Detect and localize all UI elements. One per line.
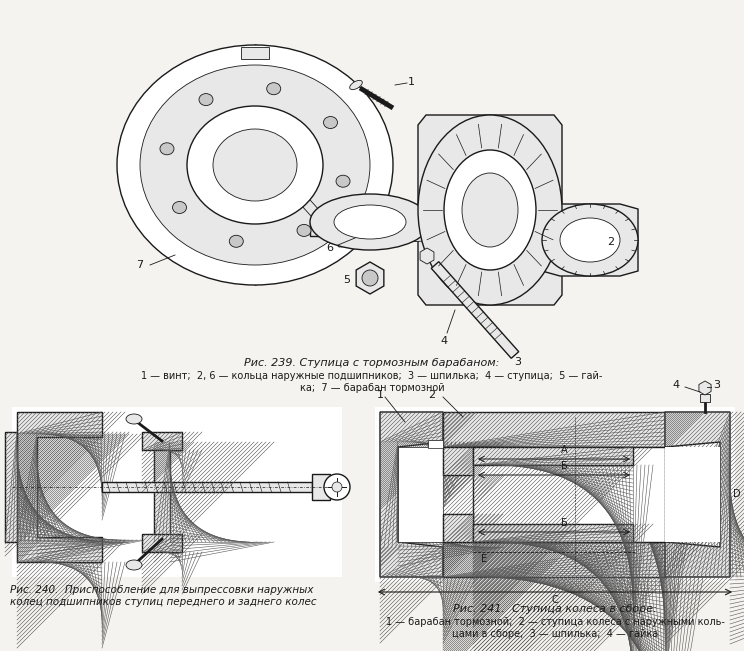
Ellipse shape xyxy=(350,80,362,90)
Text: A: A xyxy=(561,445,568,455)
Bar xyxy=(154,442,170,542)
Ellipse shape xyxy=(229,235,243,247)
Text: 6: 6 xyxy=(327,243,333,253)
Bar xyxy=(473,524,633,542)
Ellipse shape xyxy=(297,225,311,236)
Circle shape xyxy=(332,482,342,492)
Bar xyxy=(700,394,710,402)
Text: Рис. 241.  Ступица колеса в сборе:: Рис. 241. Ступица колеса в сборе: xyxy=(453,604,657,614)
Text: 1 — барабан тормозной;  2 — ступица колеса с наружными коль-
цами в сборе;  3 — : 1 — барабан тормозной; 2 — ступица колес… xyxy=(385,617,725,639)
Ellipse shape xyxy=(542,204,638,276)
Bar xyxy=(312,474,330,500)
Ellipse shape xyxy=(199,94,213,105)
Text: 3: 3 xyxy=(713,380,720,390)
Circle shape xyxy=(324,474,350,500)
Polygon shape xyxy=(418,115,562,305)
Ellipse shape xyxy=(266,83,280,94)
Bar xyxy=(142,432,182,450)
Polygon shape xyxy=(292,180,444,247)
Ellipse shape xyxy=(444,150,536,270)
Polygon shape xyxy=(542,204,638,276)
Bar xyxy=(473,447,633,465)
Text: 5: 5 xyxy=(344,275,350,285)
Text: Б: Б xyxy=(561,518,568,528)
Text: 2: 2 xyxy=(607,237,614,247)
Text: 7: 7 xyxy=(136,260,144,270)
Bar xyxy=(665,447,720,542)
Ellipse shape xyxy=(336,175,350,187)
Bar xyxy=(443,412,665,447)
Text: D: D xyxy=(733,489,740,499)
Ellipse shape xyxy=(160,143,174,155)
Text: 4: 4 xyxy=(440,336,447,346)
Bar xyxy=(102,482,312,492)
Polygon shape xyxy=(380,412,443,577)
Ellipse shape xyxy=(334,205,406,239)
Bar xyxy=(142,534,182,552)
Bar xyxy=(5,432,17,542)
Bar xyxy=(428,440,443,448)
Ellipse shape xyxy=(418,115,562,305)
Ellipse shape xyxy=(324,117,338,128)
Text: Рис. 240.  Приспособление для выпрессовки наружных
колец подшипников ступиц пере: Рис. 240. Приспособление для выпрессовки… xyxy=(10,585,317,607)
Bar xyxy=(443,447,473,475)
Polygon shape xyxy=(699,381,711,395)
Bar xyxy=(443,514,473,542)
Ellipse shape xyxy=(173,201,187,214)
Ellipse shape xyxy=(213,129,297,201)
Polygon shape xyxy=(255,45,310,285)
FancyBboxPatch shape xyxy=(241,47,269,59)
Text: 1: 1 xyxy=(408,77,415,87)
Ellipse shape xyxy=(187,106,323,224)
Text: 1 — винт;  2, 6 — кольца наружные подшипников;  3 — шпилька;  4 — ступица;  5 — : 1 — винт; 2, 6 — кольца наружные подшипн… xyxy=(141,371,603,393)
Bar xyxy=(12,407,342,577)
Text: 4: 4 xyxy=(673,380,680,390)
Bar xyxy=(473,447,665,542)
Ellipse shape xyxy=(117,45,393,285)
Ellipse shape xyxy=(560,218,620,262)
Polygon shape xyxy=(420,248,434,264)
Polygon shape xyxy=(432,262,519,358)
Ellipse shape xyxy=(462,173,518,247)
Ellipse shape xyxy=(126,414,142,424)
Polygon shape xyxy=(356,262,384,294)
Text: С: С xyxy=(551,595,559,605)
Polygon shape xyxy=(665,412,730,577)
Text: 1: 1 xyxy=(377,390,384,400)
Ellipse shape xyxy=(140,65,370,265)
Bar xyxy=(375,407,735,582)
Bar xyxy=(443,542,665,577)
Ellipse shape xyxy=(126,560,142,570)
Circle shape xyxy=(362,270,378,286)
Text: 3: 3 xyxy=(514,357,521,367)
Polygon shape xyxy=(17,412,102,562)
Bar xyxy=(398,447,443,542)
Polygon shape xyxy=(310,222,430,236)
Polygon shape xyxy=(255,45,310,285)
Ellipse shape xyxy=(310,194,430,250)
Text: Б: Б xyxy=(561,461,568,471)
Text: Е: Е xyxy=(481,554,487,564)
Text: 2: 2 xyxy=(428,390,435,400)
Text: Рис. 239. Ступица с тормозным барабаном:: Рис. 239. Ступица с тормозным барабаном: xyxy=(244,358,500,368)
